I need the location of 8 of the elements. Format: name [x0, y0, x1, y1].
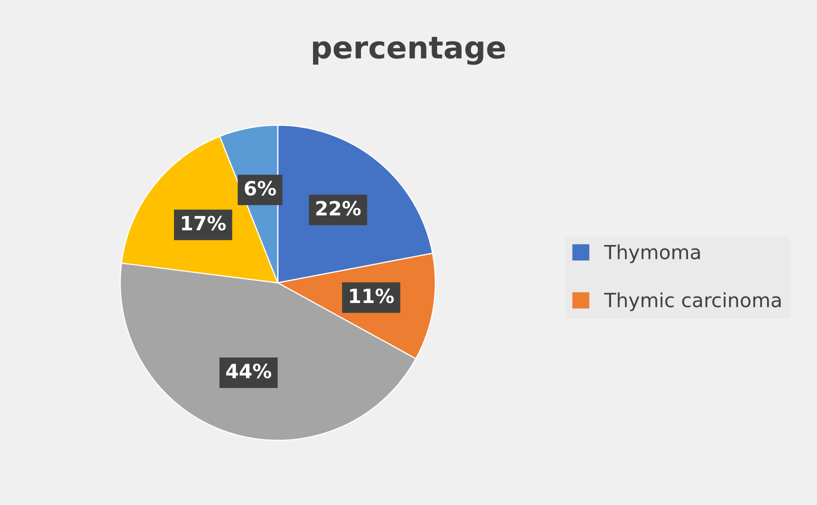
data-label: 6% [244, 180, 276, 196]
chart-title: percentage [313, 36, 506, 65]
legend-label: Thymic carcinoma [604, 292, 781, 312]
data-label: 17% [182, 216, 226, 230]
data-label: 44% [226, 364, 272, 378]
legend-label: Thymoma [604, 244, 700, 264]
data-label: 11% [350, 288, 394, 304]
data-label: 22% [316, 200, 361, 216]
